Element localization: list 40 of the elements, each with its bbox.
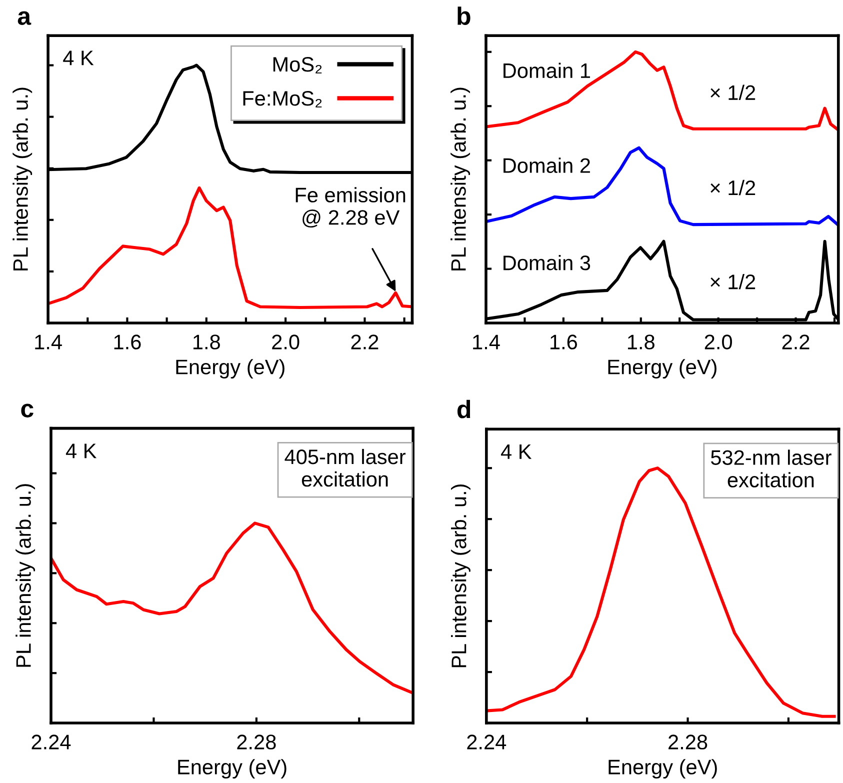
y-axis-title: PL intensity (arb. u.): [450, 88, 470, 270]
chart-title: d: [457, 400, 470, 418]
text: 4 K: [66, 444, 97, 458]
x-tick-label: 1.8: [194, 334, 220, 350]
x-tick-label: 2.28: [668, 734, 708, 750]
annotation: 532-nm laser excitation: [711, 450, 832, 488]
chart-title: a: [18, 11, 32, 25]
y-axis-title: PL intensity (arb. u.): [12, 88, 32, 270]
x-axis-title: Energy (eV): [176, 359, 284, 378]
legend-label: Fe:MoS₂: [243, 91, 322, 108]
chart-title: c: [21, 404, 34, 418]
x-axis-title: Energy (eV): [608, 759, 717, 779]
x-tick-label: 1.6: [114, 334, 141, 350]
x-axis-title: Energy (eV): [178, 759, 286, 779]
text: 405-nm laser excitation: [284, 448, 406, 487]
x-tick-label: 2.24: [467, 734, 506, 750]
text: 4 K: [500, 444, 532, 459]
annotation: Fe emission @ 2.28 eV: [296, 187, 406, 228]
x-tick-label: 1.4: [35, 334, 62, 350]
x-tick-label: 1.6: [550, 334, 577, 350]
annotation: Domain 1: [504, 62, 590, 78]
y-axis-title: PL intensity (arb. u.): [16, 484, 36, 667]
annotation: Domain 2: [504, 158, 590, 173]
annotation: Domain 3: [504, 254, 590, 270]
legend-label: MoS₂: [273, 57, 322, 74]
text: 4 K: [63, 50, 94, 66]
x-tick-label: 1.8: [628, 334, 654, 350]
x-tick-label: 2.0: [704, 334, 732, 350]
x-tick-label: 2.2: [782, 334, 810, 350]
x-tick-label: 2.28: [237, 734, 276, 750]
x-tick-label: 2.2: [351, 334, 378, 350]
x-tick-label: 2.24: [32, 734, 71, 750]
chart-title: b: [458, 6, 470, 25]
x-tick-label: 2.0: [272, 334, 300, 350]
annotation: × 1/2: [710, 274, 756, 290]
annotation: × 1/2: [710, 180, 756, 196]
x-tick-label: 1.4: [473, 334, 500, 350]
x-axis-title: Energy (eV): [608, 359, 716, 378]
y-axis-title: PL intensity (arb. u.): [451, 484, 470, 668]
annotation: × 1/2: [710, 84, 756, 100]
